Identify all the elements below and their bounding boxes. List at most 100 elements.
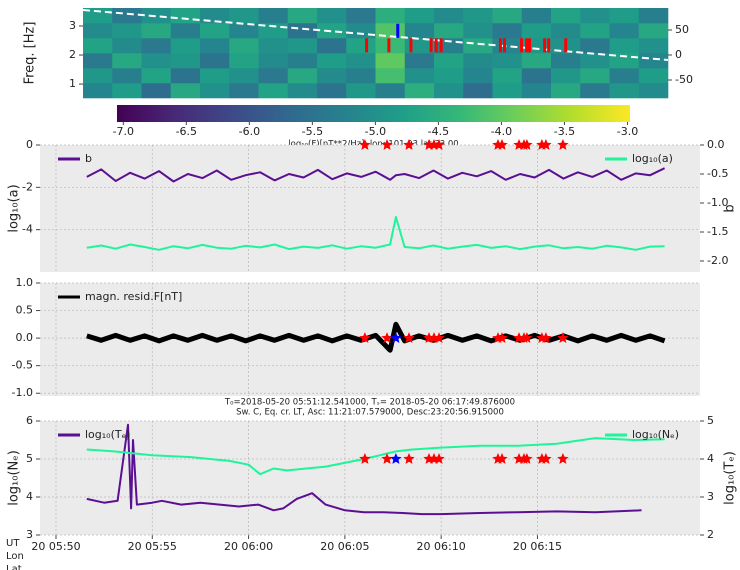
event-star [359,139,371,150]
y-axis-label: log₁₀(Nₑ) [7,450,22,506]
spectrogram-cell [229,68,259,84]
spectrogram-cell [112,53,142,69]
spectrogram-cell [200,53,230,69]
spectrogram-cell [580,68,610,84]
event-star [513,139,525,150]
spectrogram-cell [492,83,523,99]
y2-tick-label: -2.0 [707,254,728,267]
spectrogram-cell [83,53,113,69]
spectrogram-cell [287,23,318,39]
y-axis-label: log₁₀(a) [7,184,22,232]
spectrogram-cell [200,38,230,54]
legend-label: log₁₀(Tₑ) [85,428,130,441]
event-star [521,139,533,150]
spectrogram-cell [170,8,201,24]
y-tick-label: 5 [26,452,33,465]
x-tick-label: 20 06:10 [417,540,466,553]
event-marker [387,38,391,53]
spectrogram-cell [141,23,172,39]
event-star [433,332,445,343]
y-tick-label: 2 [69,48,76,61]
x-tick-label: 20 06:00 [224,540,273,553]
spectrogram-cell [609,38,640,54]
y2-tick-label: 0 [675,48,682,61]
spectrogram-cell [317,68,347,84]
spectrogram-cell [492,68,523,84]
spectrogram-cell [170,38,201,54]
spectrogram-cell [551,83,581,99]
y-tick-label: -4 [22,223,33,236]
event-marker [439,38,443,53]
event-marker [525,38,529,53]
spectrogram-cell [141,53,172,69]
event-star [390,453,402,464]
event-marker [547,38,551,53]
spectrogram-cell [434,8,464,24]
spectrogram-cell [83,38,113,54]
spectrogram-cell [551,8,581,24]
spectrogram-cell [346,38,376,54]
event-star [433,453,445,464]
event-marker [365,38,369,53]
event-star [496,453,508,464]
spectrogram-cell [404,8,435,24]
y-tick-label: -1.0 [12,386,33,399]
y2-tick-label: -1.0 [707,196,728,209]
spectrogram-cell [112,8,142,24]
spectrogram-cell [638,53,669,69]
spectrogram-cell [375,68,406,84]
event-star [359,332,371,343]
series-line [86,167,666,183]
spectrogram-cell [170,83,201,99]
spectrogram-cell [258,83,289,99]
spectrogram-cell [492,23,523,39]
y2-tick-label: 2 [707,528,714,541]
y-tick-label: -2 [22,180,33,193]
row-label: Lon [6,551,24,562]
spectrogram-cell [492,8,523,24]
y-axis-label: Freq. [Hz] [23,22,38,85]
spectrogram-cell [287,53,318,69]
x-tick-label: 20 05:50 [31,540,80,553]
spectrogram-cell [258,38,289,54]
colorbar-tick-label: -6.5 [176,125,197,138]
spectrogram-cell [521,83,552,99]
event-star [557,453,569,464]
spectrogram-cell [463,53,493,69]
spectrogram-cell [434,23,464,39]
event-marker [434,38,438,53]
spectrogram-cell [463,83,493,99]
plot-background [40,145,700,272]
spectrogram-cell [83,68,113,84]
spectrogram-cell [521,23,552,39]
spectrogram-cell [434,53,464,69]
spectrogram-cell [317,83,347,99]
colorbar-tick-label: -5.0 [365,125,386,138]
spectrogram-cell [200,68,230,84]
y-tick-label: 1.0 [16,276,34,289]
spectrogram-cell [638,38,669,54]
y-tick-label: 3 [26,528,33,541]
spectrogram-cell [112,38,142,54]
chart-subtitle: Sw. C, Eq. cr. LT, Asc: 11:21:07.579000,… [236,408,504,418]
colorbar-tick-label: -6.0 [239,125,260,138]
colorbar-tick-label: -4.0 [491,125,512,138]
event-star [540,453,552,464]
spectrogram-cell [580,38,610,54]
x-tick-label: 20 05:55 [128,540,177,553]
event-marker [498,38,502,53]
event-marker [564,38,568,53]
colorbar-label: log₁₀(F)[nT**2/Hz], lon: 101.93 lat 33.0… [288,140,458,150]
y-tick-label: 0.0 [16,331,34,344]
spectrogram-cell [609,83,640,99]
spectrogram-cell [551,53,581,69]
event-star [521,453,533,464]
spectrogram-cell [463,8,493,24]
row-label: UT [6,538,20,549]
spectrogram-cell [521,8,552,24]
spectrogram-cell [404,53,435,69]
spectrogram-cell [141,38,172,54]
spectrogram-cell [580,53,610,69]
